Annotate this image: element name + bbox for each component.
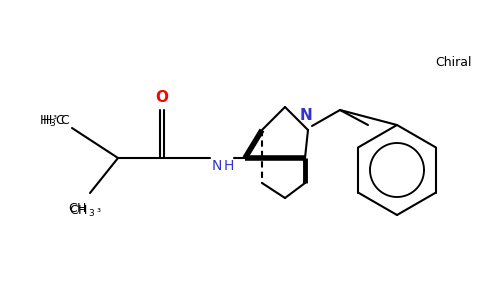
Text: N: N <box>212 159 222 173</box>
Text: H: H <box>40 113 49 127</box>
Text: N: N <box>300 109 312 124</box>
Text: C: C <box>55 113 64 127</box>
Text: C: C <box>69 203 78 217</box>
Text: O: O <box>155 91 168 106</box>
Text: C: C <box>60 115 69 128</box>
Text: 3: 3 <box>49 119 55 128</box>
Text: 3: 3 <box>88 208 94 217</box>
Text: H: H <box>224 159 234 173</box>
Text: H: H <box>77 202 86 214</box>
Text: H: H <box>43 115 52 128</box>
Text: Chiral: Chiral <box>435 56 471 68</box>
Text: H: H <box>78 203 88 217</box>
Text: ₃: ₃ <box>96 204 100 214</box>
Text: ₃: ₃ <box>52 111 56 121</box>
Text: C: C <box>68 202 77 214</box>
